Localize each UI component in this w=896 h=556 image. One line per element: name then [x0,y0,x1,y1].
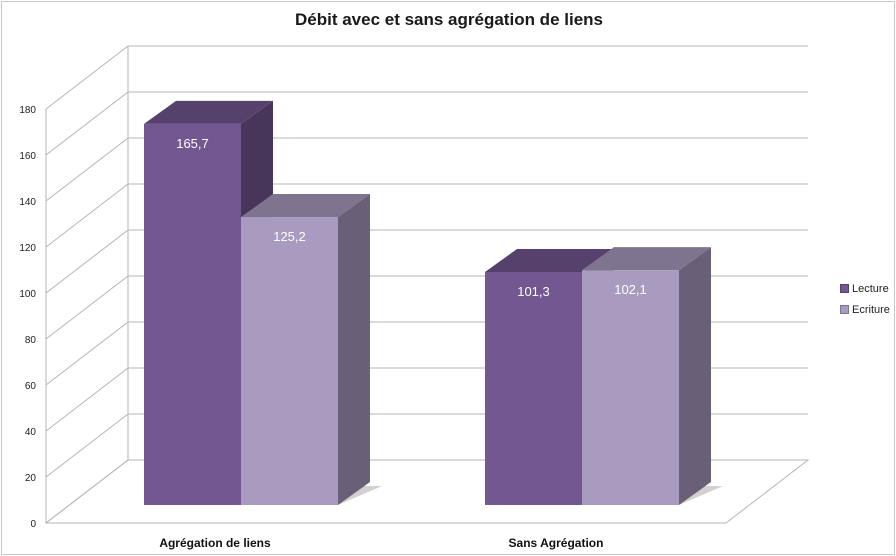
legend-label-ecriture: Ecriture [852,303,890,316]
legend-swatch-ecriture [840,305,849,314]
bar-top [582,247,711,271]
y-tick-label: 0 [30,519,36,530]
bar-side [338,194,370,506]
bar-top [144,100,273,124]
gridline-side [45,413,129,478]
bar-top [241,194,370,218]
bar-front-ecriture [582,270,679,505]
bar-front-ecriture [241,217,338,506]
y-tick-label: 80 [25,335,37,346]
gridline-side [45,229,129,294]
gridline-side [45,275,129,340]
chart-legend: Lecture Ecriture [840,278,890,320]
gridline-side [45,137,129,202]
x-category-label: Sans Agrégation [509,536,604,550]
bar-front-lecture [485,272,582,505]
y-tick-label: 60 [25,381,37,392]
y-tick-label: 160 [19,151,36,162]
y-tick-label: 180 [19,105,36,116]
legend-swatch-lecture [840,284,849,293]
bar-value-label: 101,3 [517,284,550,299]
y-tick-label: 140 [19,197,36,208]
bar-value-label: 102,1 [614,282,647,297]
x-category-label: Agrégation de liens [159,536,271,550]
bar-value-label: 165,7 [176,136,209,151]
y-tick-label: 120 [19,243,36,254]
bar-side [679,247,711,506]
y-tick-label: 40 [25,427,37,438]
legend-label-lecture: Lecture [852,282,889,295]
legend-item-ecriture: Ecriture [840,299,890,320]
y-tick-label: 20 [25,473,37,484]
gridline-side [45,91,129,156]
chart-title: Débit avec et sans agrégation de liens [294,10,603,29]
gridline-side [45,183,129,248]
legend-item-lecture: Lecture [840,278,890,299]
bar-value-label: 125,2 [273,229,306,244]
gridline-side [45,321,129,386]
y-tick-label: 100 [19,289,36,300]
bar-top [485,249,614,273]
gridline-side [45,45,129,110]
bar-front-lecture [144,123,241,505]
chart-floor [44,459,810,524]
gridline-side [45,367,129,432]
